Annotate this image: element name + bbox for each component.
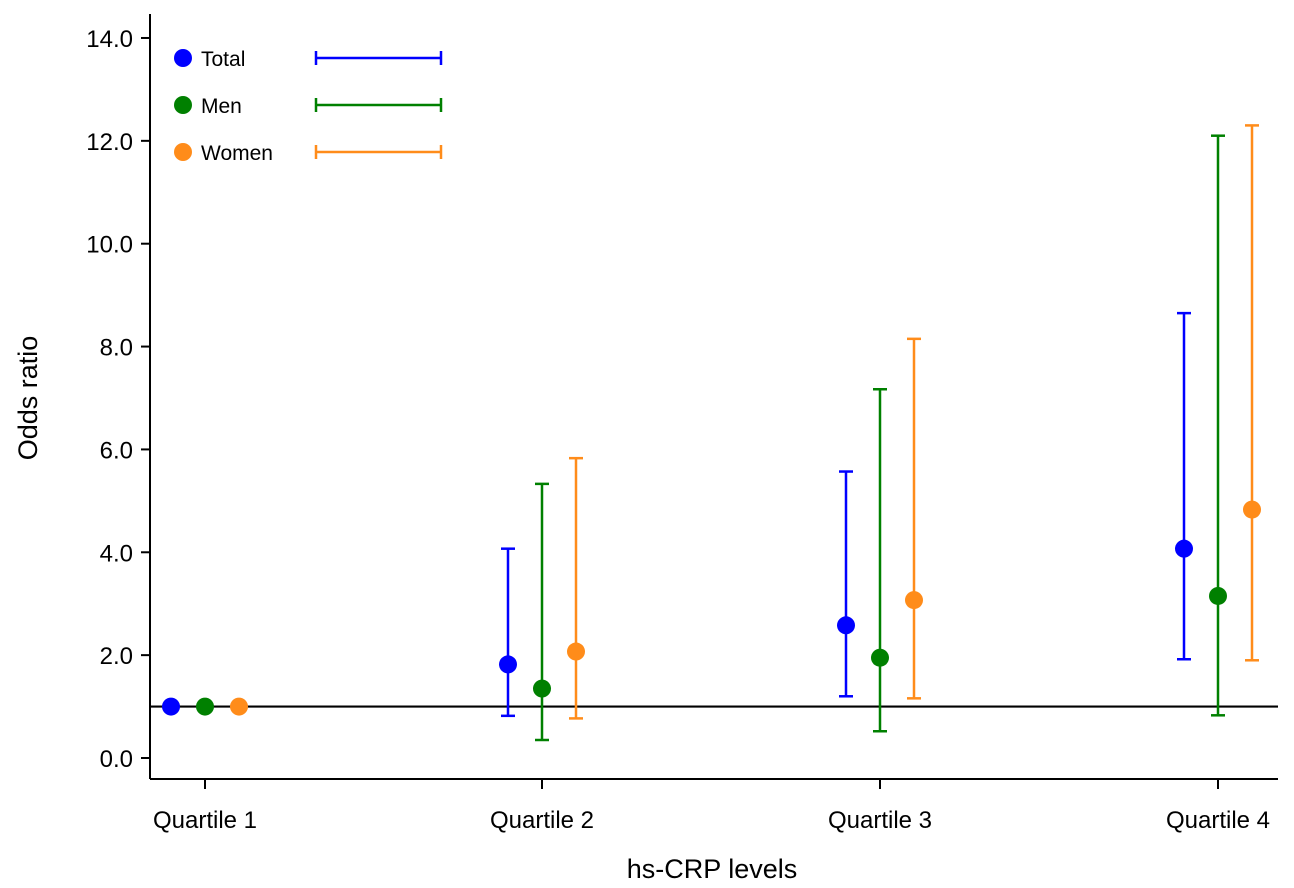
- x-tick-label: Quartile 2: [490, 807, 594, 834]
- data-point: [1243, 501, 1261, 519]
- x-tick-label: Quartile 4: [1166, 807, 1270, 834]
- x-tick-label: Quartile 1: [153, 807, 257, 834]
- marks-layer: [150, 125, 1278, 740]
- data-point: [162, 698, 180, 716]
- data-point: [230, 698, 248, 716]
- legend-marker: [174, 49, 192, 67]
- legend: Total Men Women: [174, 48, 441, 165]
- legend-label: Women: [201, 142, 273, 165]
- data-point: [905, 591, 923, 609]
- legend-marker: [174, 143, 192, 161]
- legend-label: Men: [201, 95, 242, 118]
- y-axis-title: Odds ratio: [13, 336, 43, 461]
- legend-label: Total: [201, 48, 245, 71]
- data-point: [1175, 540, 1193, 558]
- data-point: [567, 643, 585, 661]
- y-tick-label: 4.0: [100, 540, 133, 567]
- y-tick-label: 0.0: [100, 746, 133, 773]
- data-point: [196, 698, 214, 716]
- y-tick-label: 2.0: [100, 643, 133, 670]
- y-tick-label: 12.0: [86, 129, 133, 156]
- legend-marker: [174, 96, 192, 114]
- y-tick-label: 10.0: [86, 232, 133, 259]
- x-tick-label: Quartile 3: [828, 807, 932, 834]
- axes-layer: 0.0 2.0 4.0 6.0 8.0 10.0 12.0 14.0 Quartile 1 Qua…: [86, 14, 1278, 834]
- y-tick-label: 6.0: [100, 437, 133, 464]
- x-axis-title: hs-CRP levels: [627, 854, 798, 884]
- y-tick-label: 14.0: [86, 26, 133, 53]
- data-point: [1209, 587, 1227, 605]
- y-tick-label: 8.0: [100, 335, 133, 362]
- data-point: [533, 680, 551, 698]
- data-point: [871, 649, 889, 667]
- data-point: [837, 616, 855, 634]
- data-point: [499, 655, 517, 673]
